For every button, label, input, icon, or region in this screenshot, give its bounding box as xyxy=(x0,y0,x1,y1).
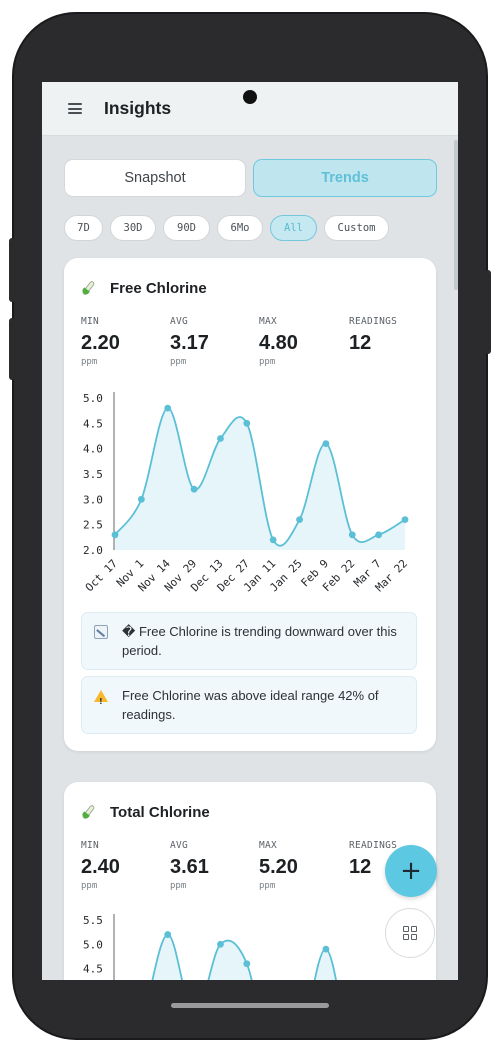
stat-unit: ppm xyxy=(259,357,276,367)
menu-icon[interactable] xyxy=(68,103,82,114)
range-chip-30d[interactable]: 30D xyxy=(110,215,156,241)
data-point xyxy=(401,516,409,523)
app-screen: Insights Snapshot Trends 7D 30D 90D 6Mo … xyxy=(42,82,458,980)
test-tube-icon xyxy=(80,803,98,821)
y-tick-label: 4.5 xyxy=(83,963,103,976)
data-point xyxy=(243,419,251,427)
data-point xyxy=(111,531,119,539)
y-tick-label: 2.5 xyxy=(83,519,103,532)
data-point xyxy=(375,531,383,539)
stat-value: 12 xyxy=(349,332,372,354)
data-point xyxy=(217,435,224,442)
grid-menu-button[interactable] xyxy=(385,908,435,958)
card-header: Total Chlorine xyxy=(80,803,210,821)
trend-note: � Free Chlorine is trending downward ove… xyxy=(81,612,417,670)
data-point xyxy=(164,931,172,938)
stat-value: 2.20 xyxy=(81,332,120,354)
series-area xyxy=(115,408,405,550)
power-button xyxy=(485,270,491,354)
y-tick-label: 5.5 xyxy=(83,914,103,927)
y-tick-label: 3.0 xyxy=(83,493,103,506)
data-point xyxy=(296,516,303,523)
data-point xyxy=(190,485,198,493)
stat-value: 2.40 xyxy=(81,856,120,878)
volume-up-button xyxy=(9,238,15,302)
stat-unit: ppm xyxy=(81,357,98,367)
stat-label: READINGS xyxy=(349,316,398,327)
chart-decreasing-icon xyxy=(94,625,108,639)
tab-snapshot[interactable]: Snapshot xyxy=(64,159,246,197)
camera-icon xyxy=(243,90,257,104)
total-chlorine-line-chart: 5.5 5.0 4.5 xyxy=(83,914,337,980)
data-point xyxy=(269,536,277,544)
data-point xyxy=(348,531,356,539)
metric-card-total-chlorine: Total Chlorine MIN 2.40 ppm AVG 3.61 ppm… xyxy=(64,782,436,980)
data-point xyxy=(164,404,172,412)
range-chip-90d[interactable]: 90D xyxy=(163,215,210,241)
stat-value: 4.80 xyxy=(259,332,298,354)
data-point xyxy=(322,945,330,953)
home-indicator xyxy=(171,1003,329,1008)
stat-value: 12 xyxy=(349,856,372,878)
range-chip-all[interactable]: All xyxy=(270,215,317,241)
x-tick-label: Oct 17 xyxy=(83,557,120,594)
stats-row: MIN 2.20 ppm AVG 3.17 ppm MAX 4.80 ppm R… xyxy=(81,316,431,370)
stat-label: MAX xyxy=(259,316,278,327)
card-title: Free Chlorine xyxy=(110,279,207,297)
stat-value: 3.61 xyxy=(170,856,209,878)
y-tick-label: 5.0 xyxy=(83,392,103,405)
warning-note-text: Free Chlorine was above ideal range 42% … xyxy=(122,688,379,722)
data-point xyxy=(322,440,330,447)
stat-avg: AVG 3.61 ppm xyxy=(170,840,209,891)
stat-label: READINGS xyxy=(349,840,398,851)
data-point xyxy=(217,940,224,948)
add-reading-button[interactable]: + xyxy=(385,845,437,897)
stat-readings: READINGS 12 xyxy=(349,840,397,879)
stat-unit: ppm xyxy=(81,881,98,891)
trend-note-text: � Free Chlorine is trending downward ove… xyxy=(122,624,397,658)
stat-max: MAX 5.20 ppm xyxy=(259,840,298,891)
data-point xyxy=(243,960,251,968)
page-title: Insights xyxy=(104,98,172,118)
card-header: Free Chlorine xyxy=(80,279,207,297)
stat-label: AVG xyxy=(170,316,189,327)
stat-label: MIN xyxy=(81,840,100,851)
y-tick-label: 4.0 xyxy=(83,443,103,456)
metric-card-free-chlorine: Free Chlorine MIN 2.20 ppm AVG 3.17 ppm … xyxy=(64,258,436,751)
tab-trends[interactable]: Trends xyxy=(253,159,437,197)
range-chip-7d[interactable]: 7D xyxy=(64,215,103,241)
card-title: Total Chlorine xyxy=(110,803,210,821)
stat-unit: ppm xyxy=(259,881,276,891)
stats-row: MIN 2.40 ppm AVG 3.61 ppm MAX 5.20 ppm R… xyxy=(81,840,431,894)
warning-icon xyxy=(94,690,108,711)
stat-label: MAX xyxy=(259,840,278,851)
stat-readings: READINGS 12 xyxy=(349,316,397,355)
stat-min: MIN 2.20 ppm xyxy=(81,316,120,367)
y-tick-label: 2.0 xyxy=(83,544,103,557)
stat-value: 5.20 xyxy=(259,856,298,878)
range-chip-custom[interactable]: Custom xyxy=(324,215,389,241)
data-point xyxy=(137,495,145,503)
stat-avg: AVG 3.17 ppm xyxy=(170,316,209,367)
test-tube-icon xyxy=(80,279,98,297)
y-tick-label: 3.5 xyxy=(83,468,103,481)
range-selector: 7D 30D 90D 6Mo All Custom xyxy=(64,215,396,241)
stat-max: MAX 4.80 ppm xyxy=(259,316,298,367)
range-warning-note: Free Chlorine was above ideal range 42% … xyxy=(81,676,417,734)
stat-min: MIN 2.40 ppm xyxy=(81,840,120,891)
volume-down-button xyxy=(9,318,15,380)
range-chip-6mo[interactable]: 6Mo xyxy=(217,215,263,241)
grid-icon xyxy=(403,926,417,940)
stat-label: MIN xyxy=(81,316,100,327)
scrollbar[interactable] xyxy=(454,140,458,290)
stat-unit: ppm xyxy=(170,357,187,367)
stat-label: AVG xyxy=(170,840,189,851)
y-tick-label: 4.5 xyxy=(83,417,103,430)
stat-value: 3.17 xyxy=(170,332,209,354)
stat-unit: ppm xyxy=(170,881,187,891)
y-tick-label: 5.0 xyxy=(83,938,103,951)
